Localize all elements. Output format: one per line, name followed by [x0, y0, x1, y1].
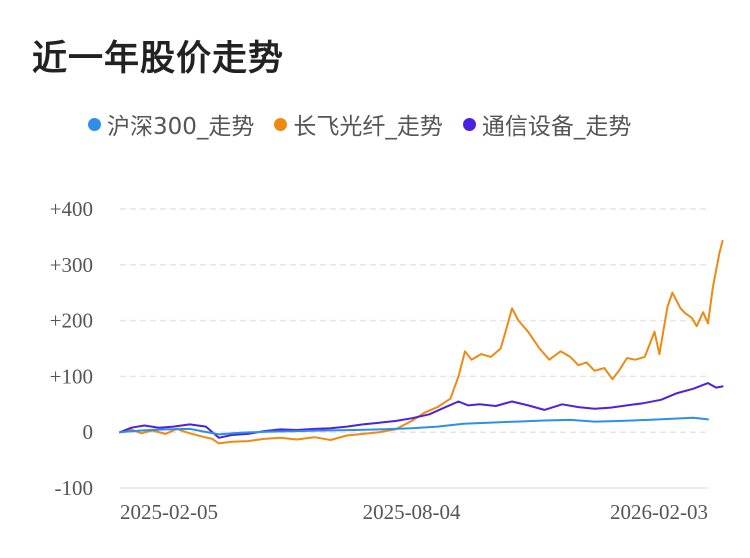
legend-label-changfei: 长飞光纤_走势 [293, 114, 443, 140]
legend-item-tongxin[interactable]: 通信设备_走势 [462, 107, 632, 141]
legend-dot-hs300 [88, 117, 101, 131]
legend: 沪深300_走势 长飞光纤_走势 通信设备_走势 [88, 108, 651, 140]
series-line-hs300 [119, 416, 709, 436]
legend-item-changfei[interactable]: 长飞光纤_走势 [274, 107, 443, 141]
x-tick-label: 2026-02-03 [610, 500, 708, 524]
legend-dot-tongxin [462, 117, 476, 131]
y-tick-label: +100 [50, 364, 93, 388]
legend-dot-changfei [274, 117, 288, 131]
legend-label-tongxin: 通信设备_走势 [481, 114, 632, 140]
series-line-cf [119, 239, 724, 445]
y-tick-label: +300 [50, 253, 93, 277]
y-tick-label: -100 [55, 476, 94, 500]
series-line-tx [119, 382, 724, 439]
y-tick-label: +200 [50, 309, 93, 333]
legend-item-hs300[interactable]: 沪深300_走势 [88, 107, 254, 141]
y-tick-label: 0 [83, 420, 94, 444]
y-tick-label: +400 [50, 197, 93, 221]
x-tick-label: 2025-08-04 [363, 500, 461, 524]
legend-label-hs300: 沪深300_走势 [107, 114, 255, 140]
x-tick-label: 2025-02-05 [120, 500, 218, 524]
chart-title: 近一年股价走势 [32, 39, 285, 79]
